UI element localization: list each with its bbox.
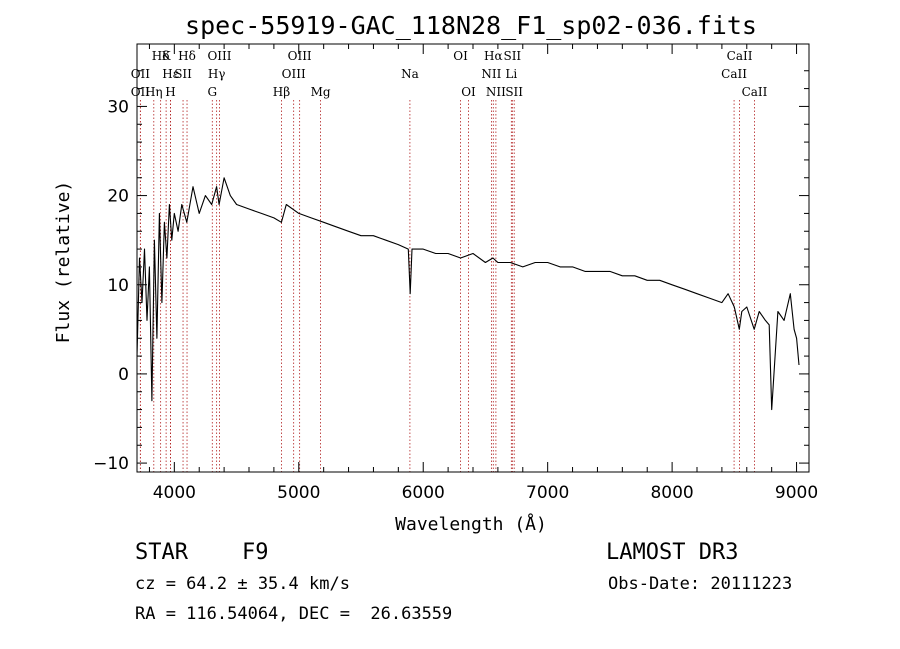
redshift-velocity: cz = 64.2 ± 35.4 km/s xyxy=(135,574,350,594)
line-marker-label: CaII xyxy=(721,67,747,81)
line-marker-label: OII xyxy=(131,67,151,81)
line-marker-label: OIII xyxy=(288,49,312,63)
coordinates: RA = 116.54064, DEC = 26.63559 xyxy=(135,604,453,624)
y-tick-label: 30 xyxy=(107,97,129,117)
line-marker-label: G xyxy=(207,85,217,99)
x-tick-label: 5000 xyxy=(277,483,320,503)
spectrum-line xyxy=(136,177,800,411)
x-tick-label: 6000 xyxy=(402,483,445,503)
x-tick-label: 4000 xyxy=(153,483,196,503)
line-marker-label: Hε xyxy=(162,67,179,81)
x-axis-label: Wavelength (Å) xyxy=(395,513,547,535)
y-tick-label: 20 xyxy=(107,187,129,207)
line-marker-label: Hδ xyxy=(152,49,170,63)
line-marker-label: Mg xyxy=(311,85,331,99)
line-marker-label: CaII xyxy=(727,49,753,63)
line-marker-label: OIII xyxy=(207,49,231,63)
series-layer xyxy=(136,177,800,411)
line-marker-label: H xyxy=(165,85,175,99)
line-marker-label: Hβ xyxy=(273,85,290,99)
x-tick-label: 7000 xyxy=(526,483,569,503)
line-marker-label: Li xyxy=(505,67,517,81)
y-tick-label: 0 xyxy=(118,365,129,385)
line-marker-label: Na xyxy=(401,67,419,81)
line-marker-label: OIII xyxy=(282,67,306,81)
line-marker-label: SII xyxy=(503,49,521,63)
plot-frame xyxy=(136,43,810,473)
line-marker-label: NII xyxy=(481,67,501,81)
y-axis-ticks: −10 0 10 20 30 xyxy=(93,70,809,474)
object-class: STAR xyxy=(135,540,188,565)
survey-name: LAMOST DR3 xyxy=(606,540,739,565)
chart-title: spec-55919-GAC_118N28_F1_sp02-036.fits xyxy=(185,11,757,40)
line-marker-label: Hδ xyxy=(178,49,196,63)
x-axis-ticks: 4000 5000 6000 7000 8000 9000 xyxy=(148,44,818,503)
line-marker-label: Hα xyxy=(484,49,503,63)
y-tick-label: −10 xyxy=(93,454,129,474)
line-marker-label: SII xyxy=(174,67,192,81)
line-marker-label: Hη xyxy=(145,85,163,99)
observation-date: Obs-Date: 20111223 xyxy=(608,574,793,594)
line-marker-label: SII xyxy=(505,85,523,99)
x-tick-label: 8000 xyxy=(650,483,693,503)
y-axis-label: Flux (relative) xyxy=(53,181,74,344)
line-marker-label: K xyxy=(162,49,172,63)
x-tick-label: 9000 xyxy=(775,483,818,503)
line-marker-label: OII xyxy=(131,85,151,99)
line-marker-label: OI xyxy=(461,85,476,99)
y-tick-label: 10 xyxy=(107,276,129,296)
line-marker-label: NII xyxy=(486,85,506,99)
line-marker-label: OI xyxy=(453,49,468,63)
object-subclass: F9 xyxy=(242,540,269,565)
line-marker-label: CaII xyxy=(742,85,768,99)
line-marker-label: Hγ xyxy=(208,67,226,81)
